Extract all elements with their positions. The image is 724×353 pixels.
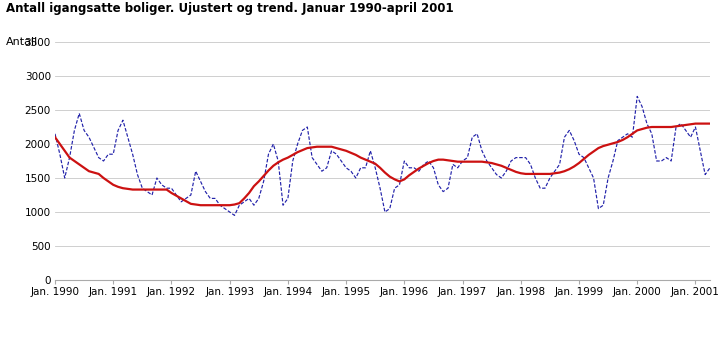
Text: Antall igangsatte boliger. Ujustert og trend. Januar 1990-april 2001: Antall igangsatte boliger. Ujustert og t…	[6, 2, 453, 15]
Text: Antall: Antall	[6, 37, 38, 47]
